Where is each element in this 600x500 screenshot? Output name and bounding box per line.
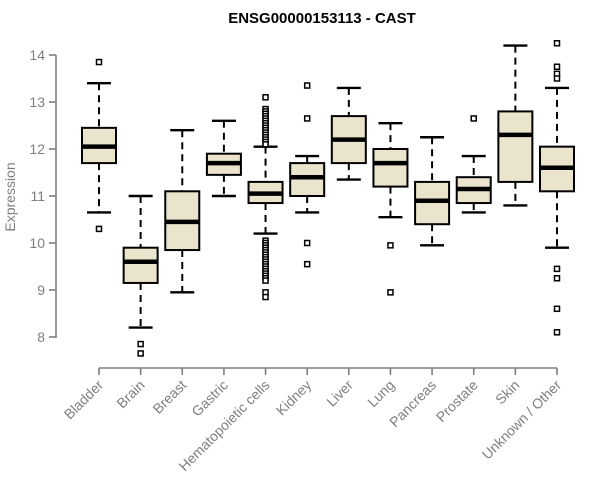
x-category-label: Prostate <box>433 377 481 425</box>
box-rect <box>289 162 326 198</box>
outlier-point <box>137 340 144 348</box>
outlier-point <box>262 141 269 148</box>
outlier-point <box>387 289 394 296</box>
box-rect <box>497 110 534 183</box>
y-tick-label: 11 <box>30 188 45 204</box>
x-category-label: Lung <box>364 377 397 410</box>
outlier-point <box>553 275 561 282</box>
y-tick-label: 10 <box>29 235 45 251</box>
outlier-point <box>303 260 311 268</box>
chart-title: ENSG00000153113 - CAST <box>228 10 416 27</box>
x-category-label: Bladder <box>61 377 107 423</box>
y-tick-label: 12 <box>29 141 45 157</box>
outlier-point <box>303 115 311 122</box>
outlier-point <box>553 265 561 273</box>
y-tick-label: 14 <box>29 47 45 63</box>
outlier-point <box>262 94 269 101</box>
y-tick-label: 9 <box>37 282 45 298</box>
outlier-point <box>553 305 561 313</box>
x-category-label: Skin <box>492 377 523 408</box>
x-category-label: Unknown / Other <box>479 377 565 463</box>
outlier-point <box>553 63 561 70</box>
box-rect <box>372 148 409 188</box>
outlier-point <box>95 58 103 66</box>
y-axis-label: Expression <box>2 162 18 231</box>
outlier-point <box>553 329 561 336</box>
x-category-label: Brain <box>113 377 147 411</box>
x-category-label: Kidney <box>273 377 315 419</box>
outlier-point <box>303 239 311 247</box>
y-tick-label: 13 <box>29 94 45 110</box>
outlier-point <box>137 350 144 357</box>
outlier-point <box>262 277 269 284</box>
outlier-point <box>387 242 394 249</box>
x-category-label: Breast <box>149 377 189 417</box>
y-tick-label: 8 <box>37 329 45 345</box>
outlier-point <box>262 293 269 301</box>
outlier-point <box>95 225 103 233</box>
box-rect <box>122 246 159 284</box>
outlier-point <box>553 40 561 47</box>
outlier-point <box>470 115 477 122</box>
outlier-point <box>553 75 561 82</box>
outlier-point <box>303 82 311 89</box>
box-rect <box>414 180 451 226</box>
x-category-label: Liver <box>323 377 356 410</box>
